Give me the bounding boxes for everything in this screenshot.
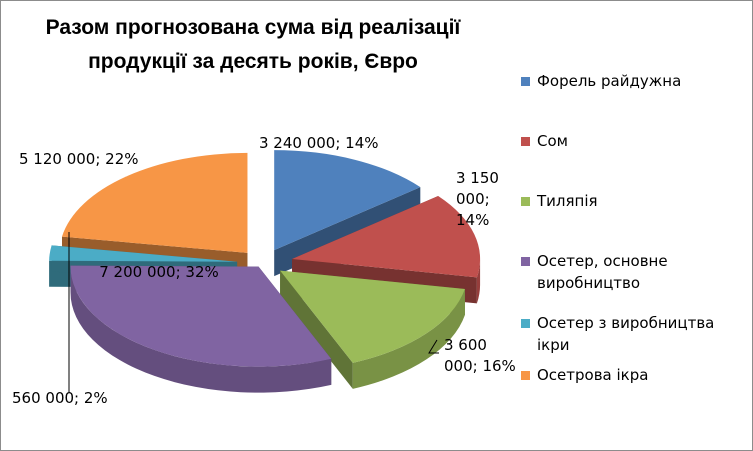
- legend-label-0: Форель райдужна: [537, 72, 681, 90]
- legend-swatch-1: [521, 137, 530, 146]
- data-label-0: 3 240 000; 14%: [259, 134, 379, 152]
- legend-label-4-line-1: ікри: [537, 336, 570, 354]
- leader-line-0: [428, 339, 439, 354]
- pie-slice-rim-1-0: [476, 258, 481, 304]
- legend-swatch-2: [521, 197, 530, 206]
- pie-slice-top-4: [49, 245, 238, 262]
- data-label-2-line-1: 000; 16%: [444, 357, 516, 375]
- pie-slice-top-1: [292, 196, 481, 278]
- chart-title-line-1: Разом прогнозована сума від реалізації: [46, 16, 462, 39]
- data-labels: 3 240 000; 14% 3 150 000; 14% 3 600 000; 16% 7…: [12, 134, 516, 407]
- data-label-1-line-2: 14%: [456, 211, 489, 229]
- data-label-1-line-0: 3 150: [456, 169, 499, 187]
- leader-lines: [68, 232, 439, 393]
- pie-slice-2: [280, 270, 465, 389]
- data-label-3: 7 200 000; 32%: [99, 263, 219, 281]
- data-label-5: 5 120 000; 22%: [19, 150, 139, 168]
- pie-slice-3: [70, 265, 332, 393]
- legend-label-2: Тиляпія: [536, 192, 598, 210]
- pie-slice-rim-3-0: [70, 266, 332, 393]
- pie-slice-wall-2-1: [280, 270, 353, 389]
- legend-swatch-4: [521, 319, 530, 328]
- pie-slice-top-2: [280, 270, 465, 363]
- chart-title-line-2: продукції за десять років, Євро: [88, 50, 418, 73]
- chart-title: Разом прогнозована сума від реалізації п…: [46, 16, 462, 73]
- data-label-1-line-1: 000;: [456, 190, 490, 208]
- pie-slices: [49, 150, 481, 393]
- legend-swatch-5: [521, 371, 530, 380]
- legend-label-3-line-0: Осетер, основне: [537, 252, 668, 270]
- data-label-4: 560 000; 2%: [12, 389, 108, 407]
- pie-slice-top-3: [70, 265, 332, 367]
- pie-slice-top-5: [62, 152, 248, 253]
- legend-label-5: Осетрова ікра: [537, 366, 648, 384]
- legend-swatch-3: [521, 257, 530, 266]
- legend-label-3-line-1: виробництво: [537, 274, 640, 292]
- legend-label-1: Сом: [537, 132, 568, 150]
- legend-label-4-line-0: Осетер з виробництва: [537, 314, 714, 332]
- data-label-2-line-0: 3 600: [444, 336, 487, 354]
- legend: Форель райдужна Сом Тиляпія Осетер, основне…: [521, 72, 714, 384]
- pie-slice-rim-2-0: [352, 288, 465, 389]
- legend-swatch-0: [521, 77, 530, 86]
- pie-slice-top-0: [274, 150, 421, 251]
